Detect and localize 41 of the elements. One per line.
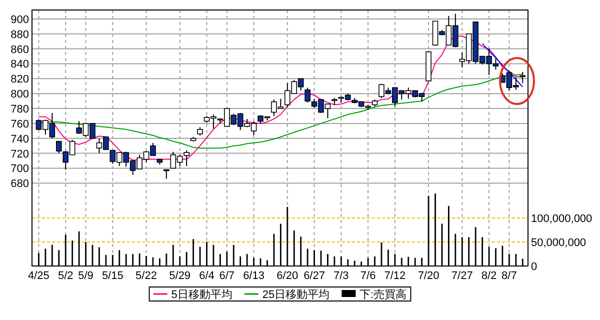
x-tick-label: 4/25	[28, 270, 50, 282]
x-tick-label: 5/29	[169, 270, 191, 282]
y-tick-label: 840	[10, 58, 29, 71]
y2-tick-label: 0	[531, 261, 538, 273]
x-tick-label: 7/12	[384, 270, 406, 282]
y-tick-label: 740	[10, 133, 29, 146]
x-tick-label: 7/27	[451, 270, 473, 282]
y2-tick-label: 100,000,000	[531, 212, 592, 225]
x-tick-label: 6/7	[219, 270, 235, 282]
y2-tick-label: 50,000,000	[531, 236, 586, 249]
x-tick-label: 6/27	[304, 270, 325, 282]
legend-label: 下:売買高	[360, 288, 407, 301]
x-tick-label: 5/2	[58, 270, 74, 282]
y-tick-label: 700	[10, 163, 29, 176]
y-tick-label: 820	[10, 74, 29, 86]
x-tick-label: 7/6	[360, 270, 376, 282]
x-tick-label: 8/7	[502, 270, 517, 282]
candlestick	[184, 150, 190, 166]
x-tick-label: 5/22	[136, 270, 157, 282]
y-tick-label: 800	[10, 88, 29, 101]
line-series	[482, 43, 524, 88]
legend-label: 5日移動平均	[171, 289, 232, 301]
y-tick-label: 780	[10, 104, 29, 116]
x-tick-label: 8/2	[481, 270, 497, 282]
x-tick-label: 7/20	[418, 270, 440, 282]
legend-label: 25日移動平均	[262, 289, 330, 301]
y-tick-label: 680	[10, 178, 29, 190]
y-tick-label: 860	[10, 44, 29, 56]
x-tick-label: 5/9	[78, 270, 94, 282]
candlestick	[56, 140, 62, 154]
y-tick-label: 880	[10, 28, 29, 41]
x-tick-label: 7/3	[334, 270, 349, 282]
y-tick-label: 720	[10, 148, 29, 160]
x-tick-label: 6/13	[243, 270, 264, 282]
y-tick-label: 760	[10, 118, 29, 130]
x-tick-label: 5/15	[102, 270, 124, 282]
y-tick-label: 900	[10, 14, 29, 26]
candlestick	[520, 71, 526, 84]
x-tick-label: 6/20	[276, 270, 298, 282]
candlestick	[304, 87, 310, 104]
x-tick-label: 6/4	[199, 270, 214, 282]
